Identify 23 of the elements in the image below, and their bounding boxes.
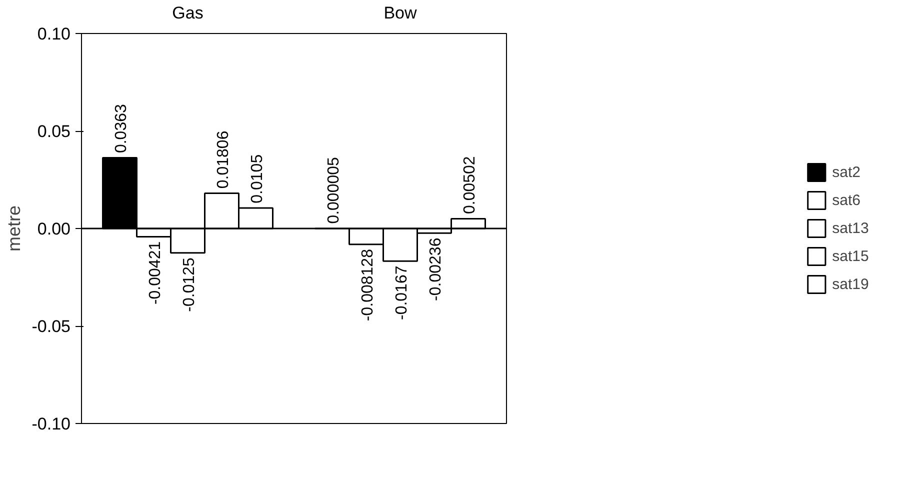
data-label: -0.00236 [427, 238, 444, 301]
legend-label: sat19 [832, 276, 869, 292]
data-label: 0.01806 [214, 130, 232, 189]
data-label: 0.0363 [112, 104, 130, 154]
y-axis-title: metre [4, 205, 24, 252]
legend-label: sat15 [832, 248, 869, 264]
y-tick-label: 0.00 [37, 220, 71, 238]
y-tick-label: 0.05 [37, 122, 71, 141]
x-tick-label: Bow [384, 4, 418, 22]
y-tick-label: 0.10 [37, 24, 71, 44]
y-tick-label: -0.10 [32, 414, 70, 434]
data-label: 0.00502 [461, 156, 478, 214]
data-label: 0.0105 [248, 154, 266, 204]
legend-label: sat2 [832, 164, 861, 180]
x-tick-label: Gas [172, 4, 204, 22]
legend-label: sat6 [832, 192, 861, 208]
legend-label: sat13 [832, 220, 869, 236]
data-label: -0.00421 [146, 241, 164, 305]
data-label: 0.000005 [325, 156, 342, 224]
data-label: -0.008128 [359, 248, 376, 322]
data-label: -0.0125 [180, 257, 198, 312]
y-tick-label: -0.05 [32, 317, 70, 336]
data-label: -0.0167 [393, 266, 410, 320]
